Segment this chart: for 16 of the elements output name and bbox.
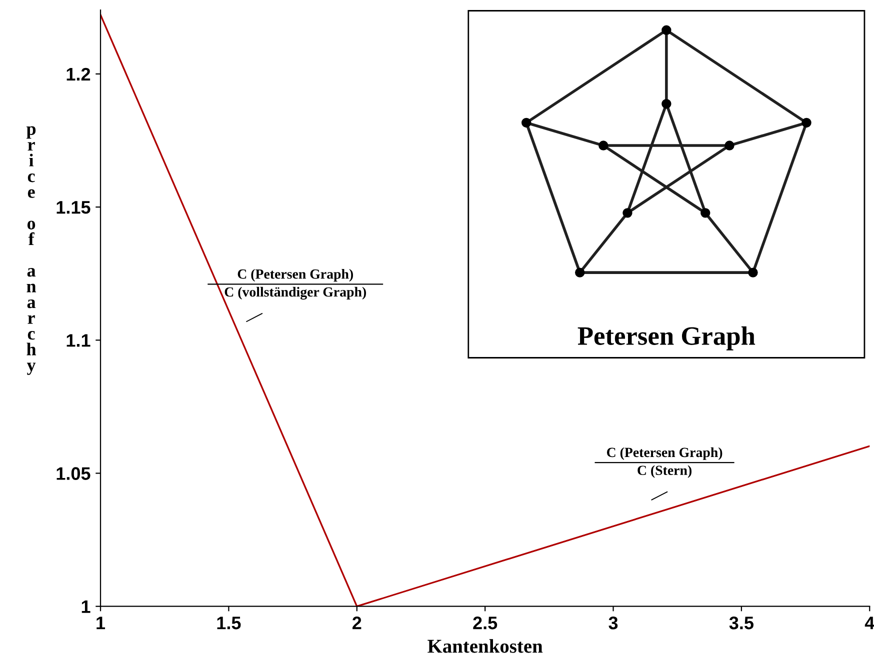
y-tick-label: 1.1: [66, 334, 90, 347]
annotation: C (Petersen Graph) C (vollständiger Graph): [224, 268, 366, 300]
x-axis-title: Kantenkosten: [428, 639, 543, 653]
text: price of anarchy: [26, 126, 36, 375]
x-tick-label: 2: [352, 616, 362, 630]
y-tick-label: 1.05: [56, 467, 90, 480]
x-tick-label: 2.5: [473, 616, 498, 630]
annotation: C (Petersen Graph) C (Stern): [606, 447, 722, 478]
y-tick-label: 1.2: [66, 68, 90, 80]
annotation: Petersen Graph: [578, 326, 756, 350]
x-tick-label: 3.5: [729, 616, 754, 630]
x-tick-label: 1: [96, 616, 106, 630]
y-tick-label: 1.15: [56, 201, 90, 214]
x-tick-label: 3: [608, 616, 618, 630]
y-tick-label: 1: [82, 600, 90, 613]
x-tick-label: 1.5: [217, 616, 241, 630]
